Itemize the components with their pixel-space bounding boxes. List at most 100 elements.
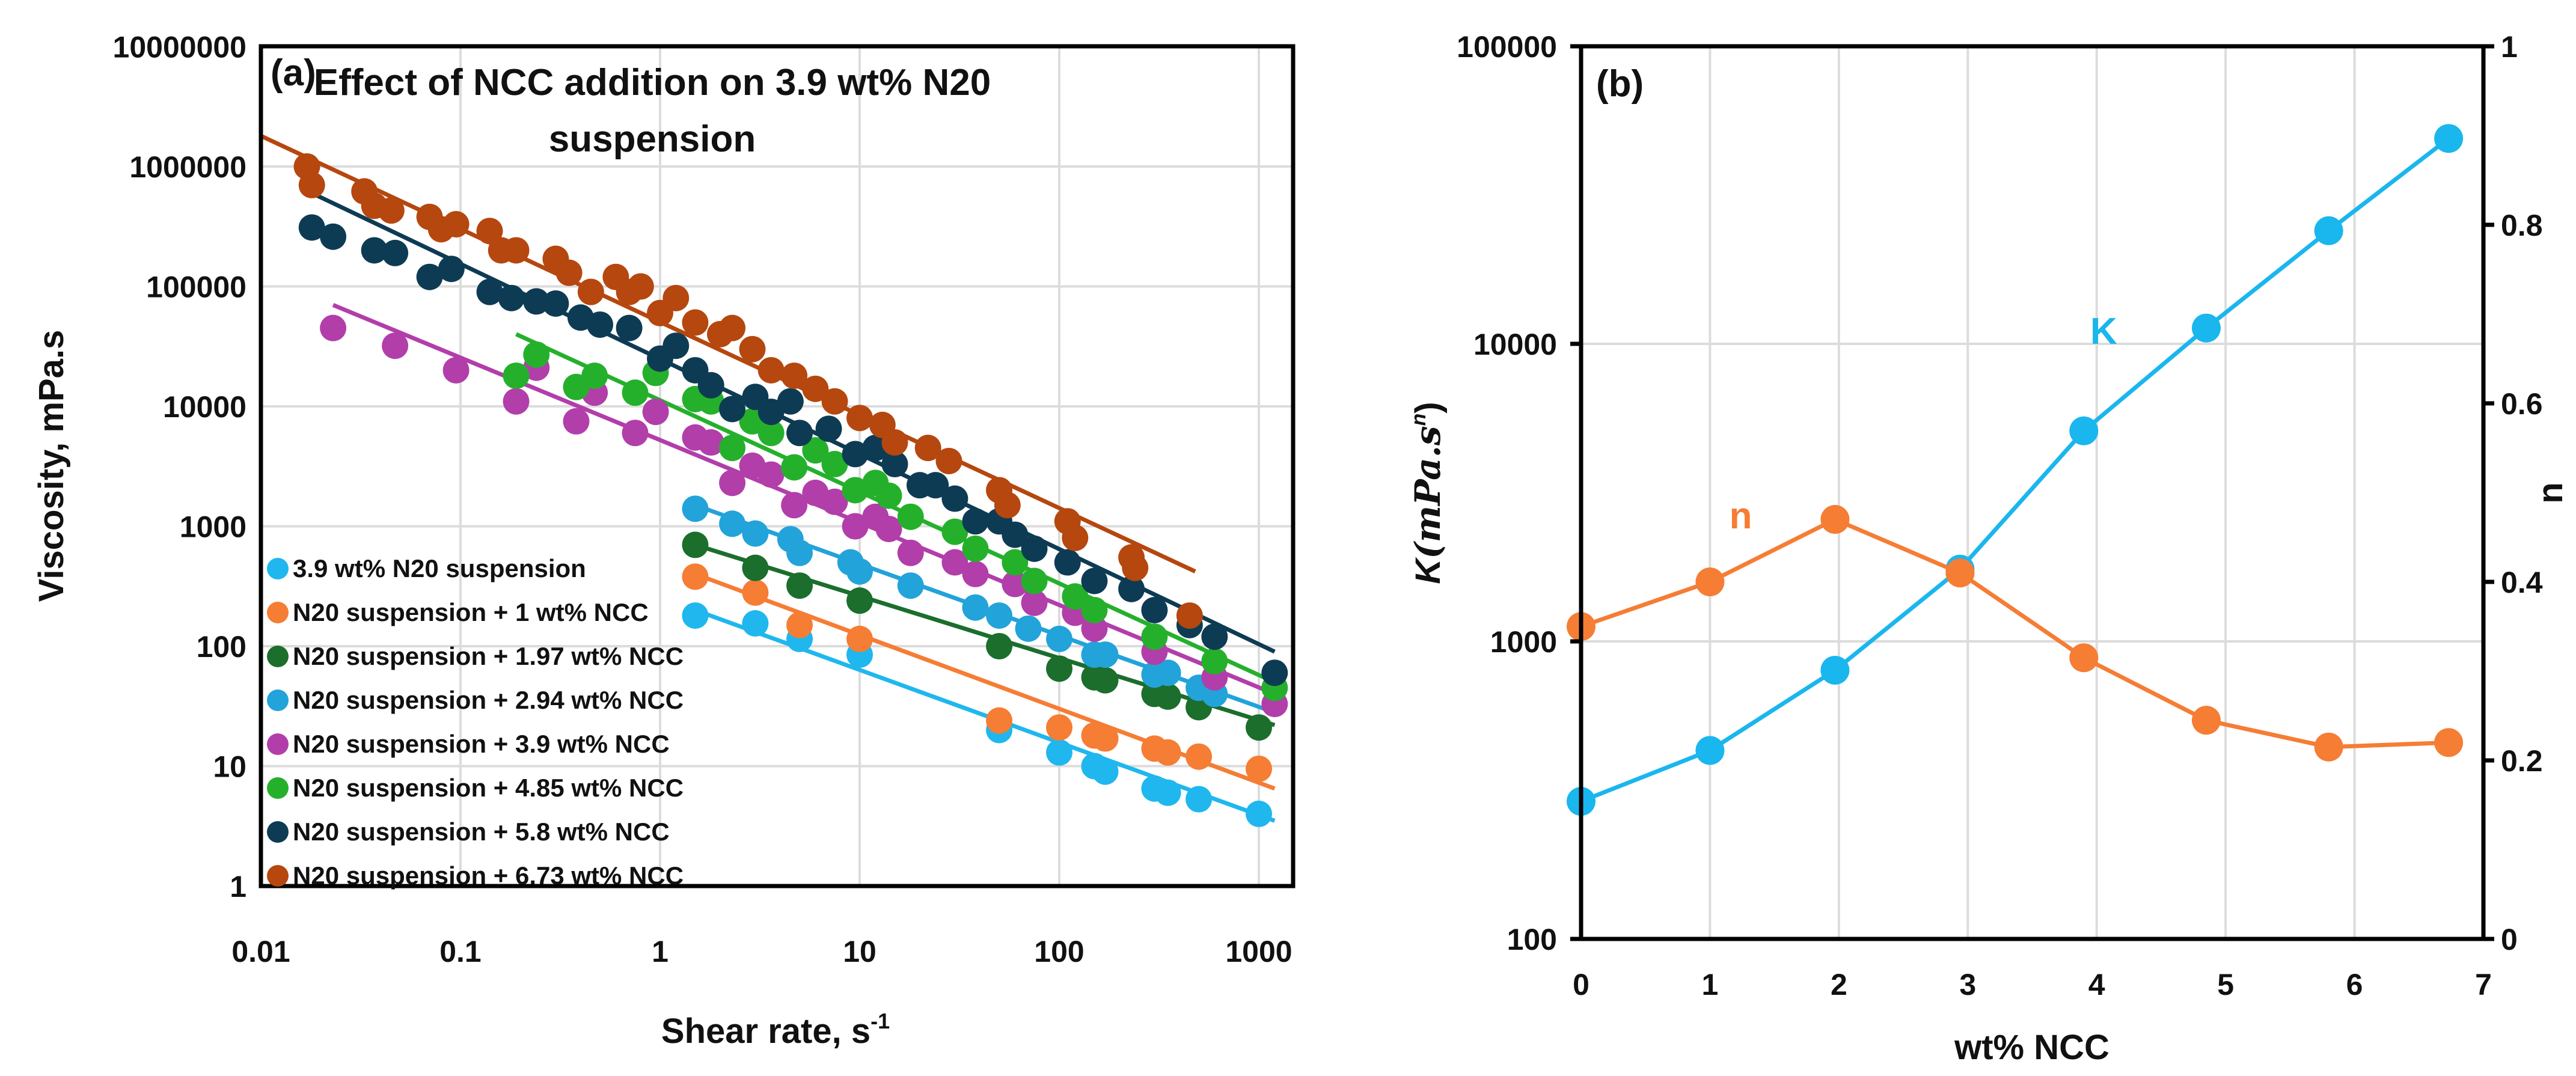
data-point-series-4 — [320, 314, 347, 341]
legend-item: N20 suspension + 5.8 wt% NCC — [267, 818, 670, 846]
data-point-series-1 — [1046, 714, 1072, 741]
data-point-series-5 — [503, 362, 530, 390]
data-point-series-0 — [1246, 800, 1272, 827]
data-point-series-5 — [1141, 623, 1168, 650]
data-point-series-7 — [476, 218, 503, 245]
k-unit-close: ) — [1409, 402, 1448, 413]
legend-item: N20 suspension + 2.94 wt% NCC — [267, 686, 684, 714]
data-point-series-6 — [1201, 623, 1228, 650]
y-tick-label: 100000 — [1457, 30, 1557, 64]
data-point-series-5 — [523, 341, 550, 368]
x-tick-label: 0 — [1573, 968, 1589, 1001]
data-point-series-7 — [1176, 602, 1203, 629]
data-point-series-4 — [622, 420, 649, 447]
data-point-K — [2314, 216, 2343, 245]
data-point-series-7 — [378, 197, 405, 224]
data-point-series-5 — [897, 503, 924, 530]
data-point-series-0 — [1046, 739, 1072, 766]
data-point-series-1 — [986, 707, 1013, 734]
data-point-K — [1695, 736, 1725, 765]
legend-label: N20 suspension + 2.94 wt% NCC — [293, 686, 684, 714]
k-symbol: K — [1409, 557, 1448, 584]
y-tick-label: 1000 — [1490, 625, 1557, 659]
data-point-series-7 — [914, 435, 941, 462]
x-tick-label: 6 — [2346, 968, 2363, 1001]
data-point-n — [2191, 706, 2221, 735]
data-point-series-4 — [821, 488, 848, 515]
data-point-series-4 — [1021, 589, 1048, 616]
data-point-series-3 — [719, 510, 746, 537]
data-point-series-7 — [821, 388, 848, 415]
data-point-series-7 — [719, 314, 746, 341]
x-tick-label: 1 — [1702, 968, 1719, 1001]
data-point-series-2 — [1154, 683, 1181, 710]
legend-label: N20 suspension + 5.8 wt% NCC — [293, 818, 670, 846]
data-point-series-6 — [815, 415, 842, 442]
data-point-series-6 — [320, 223, 347, 250]
data-point-series-0 — [1092, 758, 1119, 785]
data-point-series-3 — [1154, 659, 1181, 686]
data-point-series-2 — [742, 554, 769, 581]
legend-marker — [267, 602, 289, 623]
y2-tick-label: 0.6 — [2501, 387, 2543, 421]
data-point-series-6 — [498, 284, 525, 311]
panel-b-k-n-chart: Kn 0 1 2 3 4 5 6 710010001000010000000.20.40.60… — [1407, 30, 2570, 1067]
data-point-series-6 — [1081, 567, 1108, 595]
data-point-series-6 — [542, 290, 569, 317]
series-K: K — [1567, 124, 2464, 816]
data-point-n — [1945, 558, 1975, 588]
data-point-series-7 — [442, 211, 470, 238]
panel-a-x-axis-title: Shear rate, s-1 — [661, 1009, 890, 1051]
data-point-series-7 — [757, 356, 785, 384]
data-point-series-3 — [1015, 615, 1042, 642]
data-point-n — [1820, 505, 1850, 534]
legend-label: N20 suspension + 4.85 wt% NCC — [293, 774, 684, 802]
legend-label: 3.9 wt% N20 suspension — [293, 554, 586, 582]
panel-a-label: (a) — [271, 52, 316, 94]
panel-a-plot-frame — [259, 44, 1296, 888]
data-point-series-7 — [662, 284, 690, 311]
data-point-series-6 — [1002, 521, 1029, 548]
legend-marker — [267, 646, 289, 667]
x-tick-label: 1000 — [1225, 935, 1292, 968]
data-point-series-2 — [682, 531, 709, 558]
data-point-series-6 — [1054, 549, 1081, 576]
x-tick-label: 10 — [843, 935, 877, 968]
data-point-series-1 — [1092, 725, 1119, 752]
y-tick-label: 10000 — [163, 390, 246, 424]
data-point-series-5 — [962, 535, 989, 562]
data-point-series-2 — [846, 587, 873, 614]
legend-marker — [267, 558, 289, 579]
panel-a-x-tick-labels: 0.01 0.1 1 10 100 1000 — [231, 935, 1292, 968]
data-point-series-1 — [786, 611, 813, 638]
data-point-series-4 — [503, 388, 530, 415]
legend-marker — [267, 733, 289, 755]
data-point-series-6 — [777, 388, 804, 415]
data-point-series-2 — [1092, 667, 1119, 694]
data-point-series-6 — [616, 314, 643, 341]
x-tick-label: 2 — [1831, 968, 1847, 1001]
data-point-series-6 — [962, 508, 989, 535]
data-point-series-7 — [627, 273, 654, 300]
data-point-series-5 — [1021, 567, 1048, 595]
data-point-series-4 — [563, 408, 590, 435]
series-line-K — [1580, 136, 2450, 804]
data-point-series-5 — [842, 477, 869, 504]
data-point-series-2 — [986, 633, 1013, 659]
data-point-series-4 — [781, 492, 808, 519]
data-point-series-6 — [1141, 596, 1168, 623]
data-point-K — [1820, 655, 1850, 685]
data-point-series-6 — [842, 441, 869, 468]
legend-marker — [267, 865, 289, 887]
data-point-series-1 — [1154, 739, 1181, 766]
data-point-series-5 — [622, 379, 649, 406]
panel-b-x-axis-title: wt% NCC — [1954, 1028, 2109, 1067]
y2-tick-label: 0.2 — [2501, 744, 2543, 778]
panel-b-tick-labels: 0 1 2 3 4 5 6 7 100 1000 10000 100000 0 0.2 0.4 0.6 0.8 1 — [1457, 30, 2543, 1001]
legend-marker — [267, 821, 289, 843]
data-point-series-6 — [298, 214, 325, 241]
data-point-series-6 — [1261, 659, 1288, 686]
data-point-series-7 — [1122, 554, 1149, 581]
series-label-K: K — [2090, 311, 2117, 352]
panel-a-title-line2: suspension — [549, 118, 756, 160]
